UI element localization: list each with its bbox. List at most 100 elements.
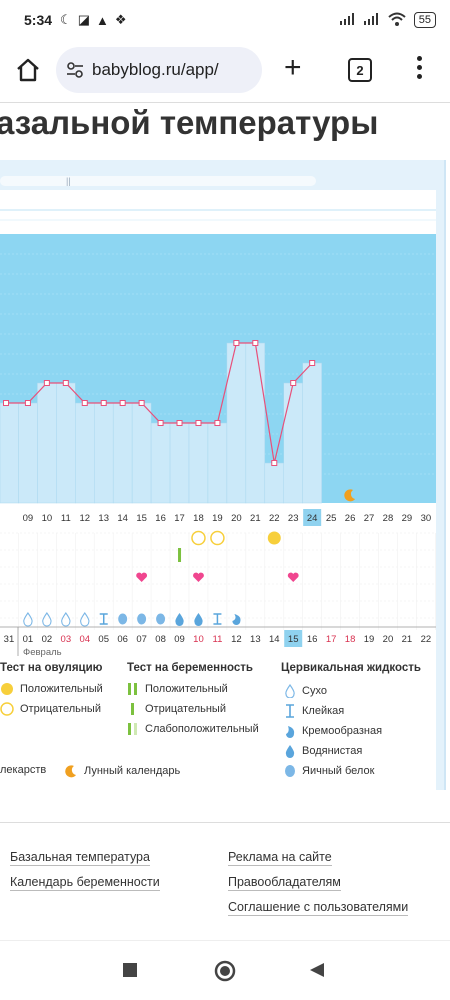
legend-pregnancy-weak: Слабоположительный	[127, 722, 259, 736]
cycle-day-label: 20	[383, 634, 394, 645]
day-label: 14	[117, 513, 128, 524]
temp-point	[24, 400, 31, 406]
bbt-chart: 09 10 11 12 13 14 15 16 17 18 19 20 21 22 23 24 25 26 27 28…	[0, 209, 450, 658]
egg-icon	[285, 765, 295, 777]
footer-link-agreement[interactable]: Соглашение с пользователями	[228, 900, 409, 916]
footer-link-bbt[interactable]: Базальная температура	[10, 850, 150, 866]
cycle-day-label: 02	[42, 634, 53, 645]
creamy-icon	[286, 726, 295, 738]
temp-bar	[302, 362, 322, 504]
address-bar[interactable]: babyblog.ru/app/	[56, 47, 262, 93]
temp-point	[252, 340, 259, 346]
cervical-watery-icon	[175, 613, 184, 626]
cycle-day-label: 06	[117, 634, 128, 645]
cycle-day-label: 08	[155, 634, 166, 645]
chart-scrollbar[interactable]: ||	[0, 176, 316, 186]
temp-point	[214, 420, 221, 426]
legend-ovulation-positive: Положительный	[0, 682, 103, 696]
home-nav-button[interactable]	[214, 960, 236, 982]
status-bar: 5:34 ☾ ◪ ▲ ❖ 55	[0, 0, 450, 40]
footer-link-pregnancy-calendar[interactable]: Календарь беременности	[10, 875, 160, 891]
moon-icon: ☾	[60, 12, 72, 27]
cycle-day-label: 19	[364, 634, 375, 645]
temp-point	[81, 400, 88, 406]
day-label: 26	[345, 513, 356, 524]
ovulation-negative-icon	[191, 530, 206, 546]
footer-link-ads[interactable]: Реклама на сайте	[228, 850, 332, 866]
tab-switcher-button[interactable]: 2	[348, 58, 372, 82]
month-label: Февраль	[23, 647, 62, 658]
day-label: 09	[23, 513, 34, 524]
temp-point	[233, 340, 240, 346]
status-time: 5:34	[24, 12, 53, 28]
drop-outline-icon	[285, 684, 295, 698]
cycle-day-label: 31	[4, 634, 15, 645]
temp-bar	[207, 422, 228, 504]
legend-meds: лекарств	[0, 764, 47, 776]
legend-cervical-egg: Яичный белок	[284, 764, 374, 778]
footer-divider	[0, 822, 450, 823]
browser-toolbar: babyblog.ru/app/ + 2	[0, 40, 450, 100]
drop-filled-icon	[285, 745, 295, 758]
page-title: азальной температуры	[0, 104, 379, 141]
temp-bar	[264, 462, 284, 504]
day-label: 17	[174, 513, 185, 524]
browser-menu-button[interactable]	[416, 56, 422, 79]
cycle-day-label: 13	[250, 634, 261, 645]
legend-cervical-watery: Водянистая	[284, 744, 362, 758]
site-settings-icon	[67, 62, 83, 78]
signal-icon-2	[363, 12, 380, 28]
cycle-day-label: 12	[231, 634, 242, 645]
signal-icon	[339, 12, 356, 28]
day-label: 10	[42, 513, 53, 524]
temp-point	[309, 360, 316, 366]
day-label: 25	[326, 513, 337, 524]
legend-ovulation-title: Тест на овуляцию	[0, 662, 103, 674]
day-label: 16	[155, 513, 166, 524]
day-label: 27	[364, 513, 375, 524]
cervical-dry-icon	[61, 612, 71, 627]
cycle-day-label: 05	[98, 634, 109, 645]
legend-cervical-title: Цервикальная жидкость	[281, 662, 421, 674]
temp-point	[138, 400, 145, 406]
footer-link-rightholders[interactable]: Правообладателям	[228, 875, 341, 891]
temp-point	[43, 380, 50, 386]
temp-point	[157, 420, 164, 426]
cycle-day-label: 10	[193, 634, 204, 645]
temp-bar	[150, 422, 171, 504]
new-tab-button[interactable]: +	[284, 51, 302, 84]
cervical-egg-icon	[156, 613, 166, 625]
temp-bar	[112, 402, 133, 504]
cycle-day-label: 16	[307, 634, 318, 645]
legend-cervical-creamy: Кремообразная	[284, 724, 382, 738]
heart-icon	[136, 572, 148, 582]
recents-button[interactable]	[123, 963, 137, 977]
temp-bar	[37, 382, 57, 504]
cervical-dry-icon	[42, 612, 52, 627]
cervical-sticky-icon	[213, 613, 222, 625]
yellow-ring-icon	[0, 702, 14, 716]
cervical-egg-icon	[118, 613, 128, 625]
moon-icon	[65, 765, 76, 778]
day-label: 12	[79, 513, 90, 524]
dropbox-icon: ❖	[114, 12, 127, 27]
temp-point	[271, 460, 278, 466]
day-label: 19	[212, 513, 223, 524]
temp-bar	[18, 402, 38, 504]
cervical-dry-icon	[80, 612, 90, 627]
back-button[interactable]	[309, 962, 325, 978]
home-button[interactable]	[0, 57, 56, 83]
temp-bar	[169, 422, 190, 504]
temp-bar	[131, 402, 152, 504]
day-label: 29	[402, 513, 413, 524]
legend-cervical-sticky: Клейкая	[284, 704, 344, 718]
day-label: 13	[98, 513, 109, 524]
cycle-day-label: 15	[288, 634, 299, 645]
warning-icon: ▲	[95, 12, 109, 28]
legend-pregnancy-title: Тест на беременность	[127, 662, 253, 674]
day-label: 23	[288, 513, 299, 524]
cervical-creamy-icon	[232, 614, 241, 625]
yellow-circle-icon	[1, 683, 13, 695]
system-nav-bar	[0, 940, 450, 1000]
url-text: babyblog.ru/app/	[92, 60, 219, 79]
